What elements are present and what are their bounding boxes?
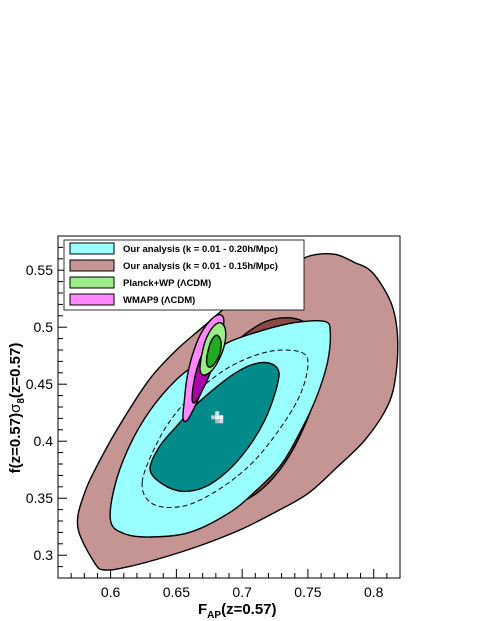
best-fit-cell-3: [215, 419, 220, 424]
x-tick-label-0: 0.6: [101, 584, 121, 600]
best-fit-cell-2: [219, 415, 224, 420]
y-tick-label-1: 0.35: [26, 490, 53, 506]
legend: Our analysis (k = 0.01 - 0.20h/Mpc) Our …: [63, 239, 305, 311]
contour-series-3-1sigma: [205, 334, 222, 368]
legend-swatch-0: [69, 242, 115, 255]
y-tick-label-2: 0.4: [34, 433, 54, 449]
best-fit-cell-4: [215, 415, 220, 420]
y-axis-title: f(z=0.57)σ8(z=0.57): [7, 343, 27, 474]
best-fit-marker-group: [211, 411, 224, 424]
x-axis-title-sub: AP: [207, 610, 221, 621]
y-tick-label-4: 0.5: [34, 319, 54, 335]
best-fit-cell-5: [219, 419, 224, 424]
legend-label-2: Planck+WP (ΛCDM): [123, 278, 211, 289]
y-axis-title-sigma: σ: [7, 403, 24, 413]
y-tick-label-3: 0.45: [26, 376, 53, 392]
best-fit-cell-1: [211, 415, 216, 420]
contour-group: [76, 253, 399, 571]
legend-label-0: Our analysis (k = 0.01 - 0.20h/Mpc): [123, 244, 278, 255]
x-axis-title-rest: (z=0.57): [221, 601, 276, 618]
contour-series-1-dashed: [141, 349, 309, 508]
axis-ticks: 0.6 0.65 0.7 0.75 0.8 0.3 0.35 0.4 0.45 0.5 0.55: [26, 235, 401, 600]
y-tick-label-5: 0.55: [26, 262, 53, 278]
legend-swatch-1: [69, 259, 115, 272]
best-fit-cell-0: [215, 411, 220, 416]
y-tick-label-0: 0.3: [34, 547, 54, 563]
x-tick-label-3: 0.75: [294, 584, 321, 600]
x-tick-label-2: 0.7: [232, 584, 252, 600]
legend-label-1: Our analysis (k = 0.01 - 0.15h/Mpc): [123, 261, 278, 272]
x-axis-title-main: F: [198, 601, 207, 618]
x-tick-label-4: 0.8: [364, 584, 384, 600]
y-axis-title-part1: f(z=0.57): [7, 413, 24, 473]
x-tick-label-1: 0.65: [163, 584, 190, 600]
plot-area: [57, 235, 401, 579]
legend-swatch-3: [69, 293, 115, 306]
legend-swatch-2: [69, 276, 115, 289]
x-axis-title: FAP(z=0.57): [198, 601, 277, 621]
y-axis-title-part2: (z=0.57): [7, 343, 24, 398]
legend-label-3: WMAP9 (ΛCDM): [123, 295, 195, 306]
y-axis-title-sub: 8: [16, 398, 27, 404]
